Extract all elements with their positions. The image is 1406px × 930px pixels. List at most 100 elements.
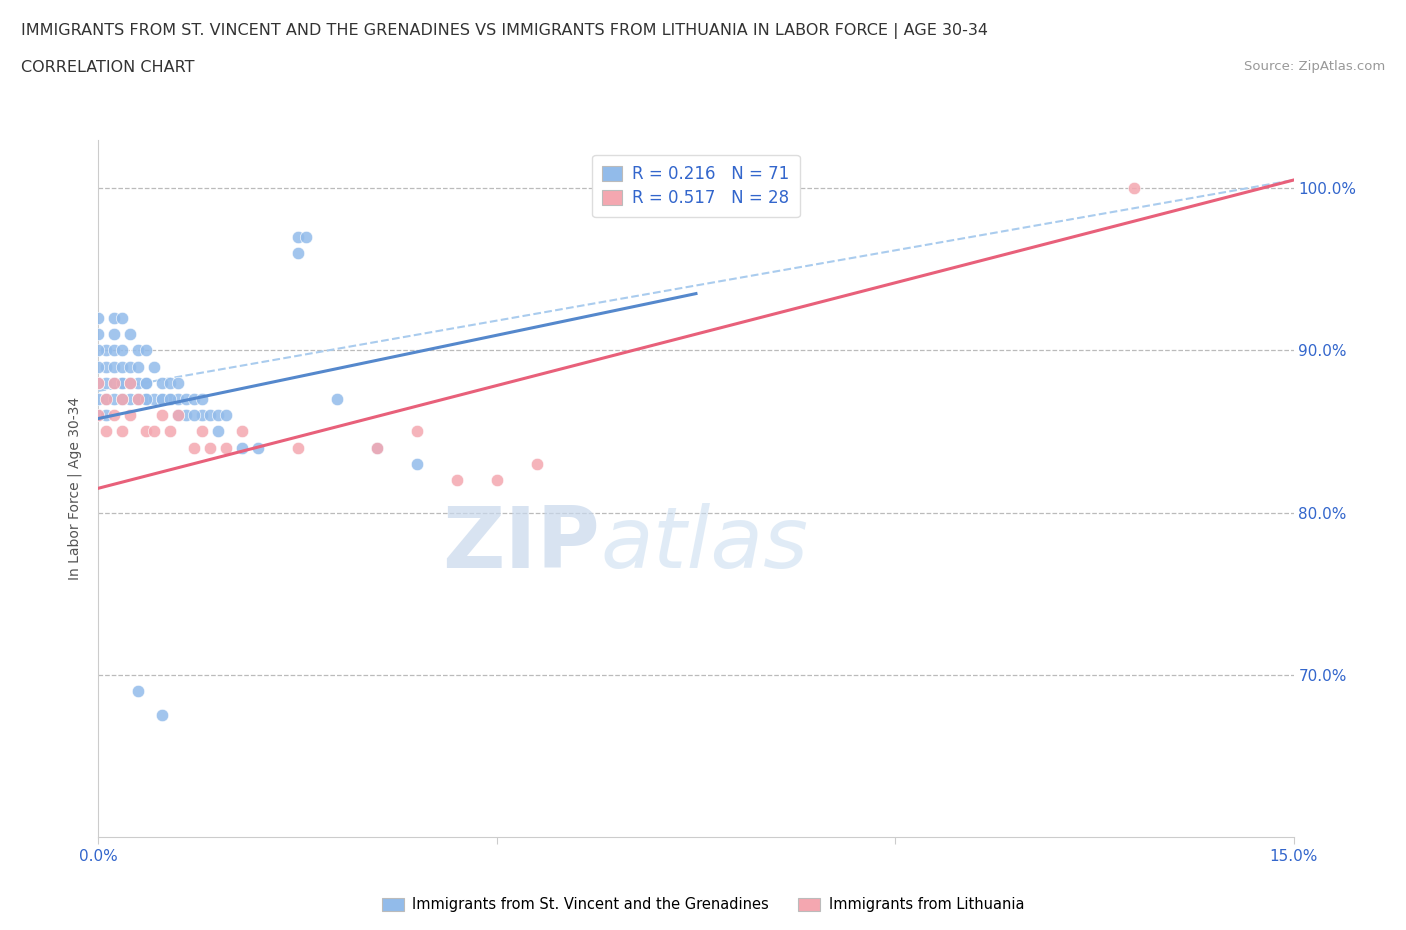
Point [96, 408, 118, 423]
Point [120, 408, 142, 423]
Point [143, 392, 166, 406]
Point [111, 376, 134, 391]
Point [127, 343, 149, 358]
Point [191, 392, 214, 406]
Point [111, 359, 134, 374]
Point [127, 359, 149, 374]
Point [287, 246, 309, 260]
Point [96, 392, 118, 406]
Point [127, 392, 149, 406]
Point [103, 376, 125, 391]
Point [198, 440, 221, 455]
Point [231, 440, 253, 455]
Point [159, 392, 181, 406]
Legend: Immigrants from St. Vincent and the Grenadines, Immigrants from Lithuania: Immigrants from St. Vincent and the Gren… [375, 891, 1031, 918]
Point [103, 343, 125, 358]
Point [87, 392, 110, 406]
Point [287, 440, 309, 455]
Point [103, 311, 125, 325]
Point [96, 424, 118, 439]
Point [526, 457, 548, 472]
Point [111, 343, 134, 358]
Point [120, 359, 142, 374]
Point [87, 408, 110, 423]
Point [87, 311, 110, 325]
Text: Source: ZipAtlas.com: Source: ZipAtlas.com [1244, 60, 1385, 73]
Point [111, 376, 134, 391]
Point [135, 392, 157, 406]
Point [485, 472, 508, 487]
Point [366, 440, 388, 455]
Point [87, 343, 110, 358]
Point [87, 376, 110, 391]
Point [183, 392, 205, 406]
Point [183, 440, 205, 455]
Point [167, 408, 190, 423]
Text: atlas: atlas [600, 502, 808, 586]
Point [183, 408, 205, 423]
Point [231, 424, 253, 439]
Point [103, 408, 125, 423]
Point [174, 408, 197, 423]
Point [96, 392, 118, 406]
Point [191, 408, 214, 423]
Point [287, 230, 309, 245]
Point [120, 376, 142, 391]
Point [174, 392, 197, 406]
Point [207, 408, 229, 423]
Point [150, 376, 173, 391]
Legend: R = 0.216   N = 71, R = 0.517   N = 28: R = 0.216 N = 71, R = 0.517 N = 28 [592, 154, 800, 218]
Point [159, 392, 181, 406]
Point [326, 392, 349, 406]
Point [167, 376, 190, 391]
Point [96, 343, 118, 358]
Point [135, 376, 157, 391]
Point [111, 392, 134, 406]
Point [191, 424, 214, 439]
Text: ZIP: ZIP [443, 502, 600, 586]
Point [120, 392, 142, 406]
Point [135, 376, 157, 391]
Point [150, 392, 173, 406]
Point [150, 392, 173, 406]
Point [198, 408, 221, 423]
Point [120, 376, 142, 391]
Point [127, 392, 149, 406]
Point [215, 440, 238, 455]
Point [96, 359, 118, 374]
Point [143, 424, 166, 439]
Point [1123, 180, 1146, 195]
Point [120, 376, 142, 391]
Point [406, 424, 429, 439]
Point [207, 424, 229, 439]
Point [127, 376, 149, 391]
Point [103, 326, 125, 341]
Point [150, 408, 173, 423]
Point [87, 326, 110, 341]
Point [135, 392, 157, 406]
Y-axis label: In Labor Force | Age 30-34: In Labor Force | Age 30-34 [67, 397, 83, 579]
Point [87, 359, 110, 374]
Point [215, 408, 238, 423]
Point [135, 424, 157, 439]
Point [159, 376, 181, 391]
Point [103, 392, 125, 406]
Point [111, 392, 134, 406]
Point [120, 326, 142, 341]
Point [406, 457, 429, 472]
Point [150, 708, 173, 723]
Point [127, 392, 149, 406]
Point [366, 440, 388, 455]
Text: IMMIGRANTS FROM ST. VINCENT AND THE GRENADINES VS IMMIGRANTS FROM LITHUANIA IN L: IMMIGRANTS FROM ST. VINCENT AND THE GREN… [21, 23, 988, 39]
Point [103, 376, 125, 391]
Point [294, 230, 316, 245]
Point [87, 376, 110, 391]
Point [127, 684, 149, 698]
Point [143, 359, 166, 374]
Point [111, 311, 134, 325]
Point [87, 408, 110, 423]
Point [111, 424, 134, 439]
Point [167, 408, 190, 423]
Point [135, 343, 157, 358]
Point [96, 376, 118, 391]
